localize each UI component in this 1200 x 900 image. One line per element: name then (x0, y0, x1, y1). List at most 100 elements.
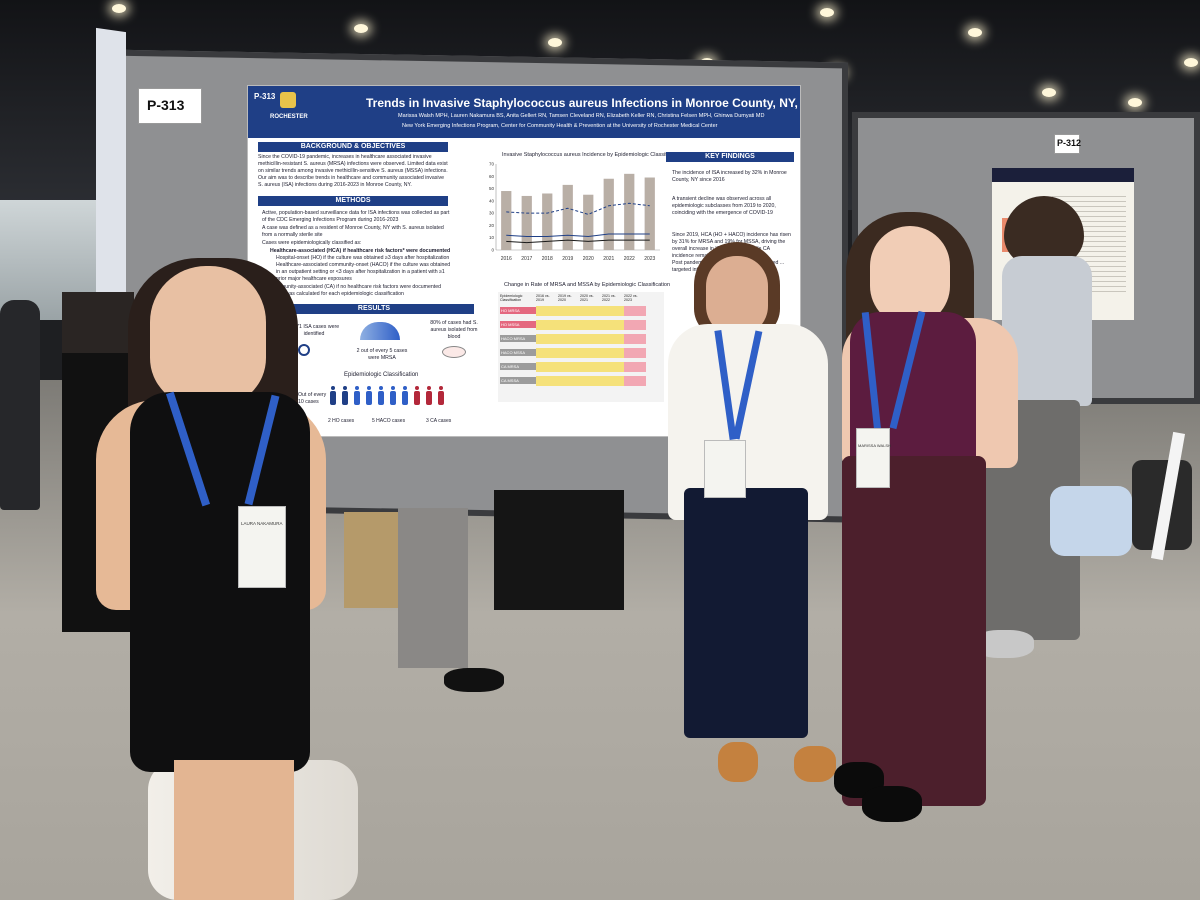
table-cell (558, 320, 580, 330)
person-icon (426, 386, 432, 406)
methods-item: Community-associated (CA) if no healthca… (270, 284, 441, 290)
table-cell (558, 376, 580, 386)
table-cell (580, 348, 602, 358)
booth-label: P-313 (138, 88, 202, 124)
background-attendee (0, 300, 40, 510)
epi-classification-title: Epidemiologic Classification (344, 372, 419, 378)
person-icon (330, 386, 336, 406)
table-cell (624, 362, 646, 372)
y-tick-label: 20 (489, 223, 495, 228)
person-icon-row (330, 384, 460, 410)
ceiling-light (1184, 58, 1198, 67)
ceiling-light (548, 38, 562, 47)
badge-name: LAURA NAKAMURA (241, 521, 283, 527)
y-tick-label: 10 (489, 235, 495, 240)
methods-item: Healthcare-associated community-onset (H… (276, 262, 451, 282)
bar-isa-2023 (644, 177, 655, 250)
university-seal-icon (280, 92, 296, 108)
research-poster: P-313 ROCHESTER Trends in Invasive Staph… (248, 86, 800, 436)
person-icon (438, 386, 444, 406)
person-icon (366, 386, 372, 406)
badge-name: MARISSA WALSH (858, 443, 891, 448)
table-row-label: HO MRSA (500, 307, 536, 314)
y-tick-label: 0 (491, 248, 494, 253)
table-cell (580, 306, 602, 316)
table-cell (580, 362, 602, 372)
table-row-label: HACO MRSA (500, 335, 536, 342)
background-text: Since the COVID-19 pandemic, increases i… (258, 154, 448, 188)
table-cell (624, 348, 646, 358)
results-section-header: RESULTS (274, 304, 474, 314)
middle-presenter-face (706, 256, 768, 336)
table-cell (558, 362, 580, 372)
person-icon (354, 386, 360, 406)
methods-item: Healthcare-associated (HCA) if healthcar… (270, 248, 451, 254)
bar-isa-2018 (542, 193, 553, 250)
background-attendee-legs (344, 512, 404, 608)
table-header: Epidemiologic Classification (500, 294, 523, 302)
table-cell (558, 348, 580, 358)
shoe (794, 746, 836, 782)
poster-banner (248, 86, 800, 138)
background-attendee-legs (494, 490, 624, 610)
table-header: 2020 vs. 2021 (580, 294, 594, 302)
haco-cases-label: 5 HACO cases (372, 418, 406, 424)
key-findings-section-header: KEY FINDINGS (666, 152, 794, 162)
poster-authors: Marissa Walsh MPH, Lauren Nakamura BS, A… (398, 113, 765, 119)
x-tick-label: 2017 (521, 256, 532, 262)
table-cell (558, 306, 580, 316)
x-tick-label: 2021 (603, 256, 614, 262)
table-cell (536, 362, 558, 372)
ceiling-light (820, 8, 834, 17)
table-cell (602, 334, 624, 344)
y-tick-label: 30 (489, 211, 495, 216)
methods-item: Incidence was calculated for each epidem… (262, 291, 404, 297)
change-table-title: Change in Rate of MRSA and MSSA by Epide… (504, 282, 671, 288)
table-cell (602, 362, 624, 372)
x-tick-label: 2019 (562, 256, 573, 262)
ho-cases-label: 2 HO cases (328, 418, 355, 424)
x-tick-label: 2023 (644, 256, 655, 262)
ceiling-light (1042, 88, 1056, 97)
magnifier-icon (298, 344, 310, 356)
table-cell (624, 320, 646, 330)
table-row-label: CA MSSA (500, 377, 536, 384)
table-cell (624, 334, 646, 344)
methods-item: Active, population-based surveillance da… (262, 210, 450, 223)
poster-title: Trends in Invasive Staphylococcus aureus… (366, 96, 800, 110)
ceiling-light (354, 24, 368, 33)
table-cell (536, 306, 558, 316)
right-presenter-trousers (842, 456, 986, 806)
middle-presenter-trousers (684, 488, 808, 738)
results-mrsa-text: 2 out of every 5 cases were MRSA (356, 348, 408, 361)
left-presenter-legs (174, 760, 294, 900)
name-badge: MARISSA WALSH (856, 428, 891, 488)
ceiling-light (112, 4, 126, 13)
y-tick-label: 70 (489, 162, 495, 167)
y-tick-label: 50 (489, 186, 495, 191)
neighbor-poster-banner (992, 168, 1134, 182)
methods-item: Hospital-onset (HO) if the culture was o… (276, 255, 450, 261)
ceiling-light (968, 28, 982, 37)
table-header: 2022 vs. 2023 (624, 294, 638, 302)
man-head (1004, 196, 1084, 266)
table-row-label: CA MRSA (500, 363, 536, 370)
change-table: Epidemiologic Classification 2016 vs. 201… (498, 292, 664, 402)
bag (1050, 486, 1132, 556)
ceiling-light (1128, 98, 1142, 107)
table-cell (602, 320, 624, 330)
ca-cases-label: 3 CA cases (426, 418, 452, 424)
methods-item: Cases were epidemiologically classified … (262, 240, 362, 246)
line-ca (506, 239, 650, 244)
bar-isa-2017 (521, 195, 532, 250)
name-badge: LAURA NAKAMURA (238, 506, 286, 588)
table-cell (536, 376, 558, 386)
neighbor-booth-label: P-312 (1054, 134, 1081, 154)
table-cell (580, 376, 602, 386)
table-header: 2019 vs. 2020 (558, 294, 572, 302)
background-section-header: BACKGROUND & OBJECTIVES (258, 142, 448, 152)
x-tick-label: 2022 (624, 256, 635, 262)
person-icon (342, 386, 348, 406)
bar-isa-2020 (583, 194, 594, 250)
chart-title: Invasive Staphylococcus aureus Incidence… (502, 152, 683, 158)
